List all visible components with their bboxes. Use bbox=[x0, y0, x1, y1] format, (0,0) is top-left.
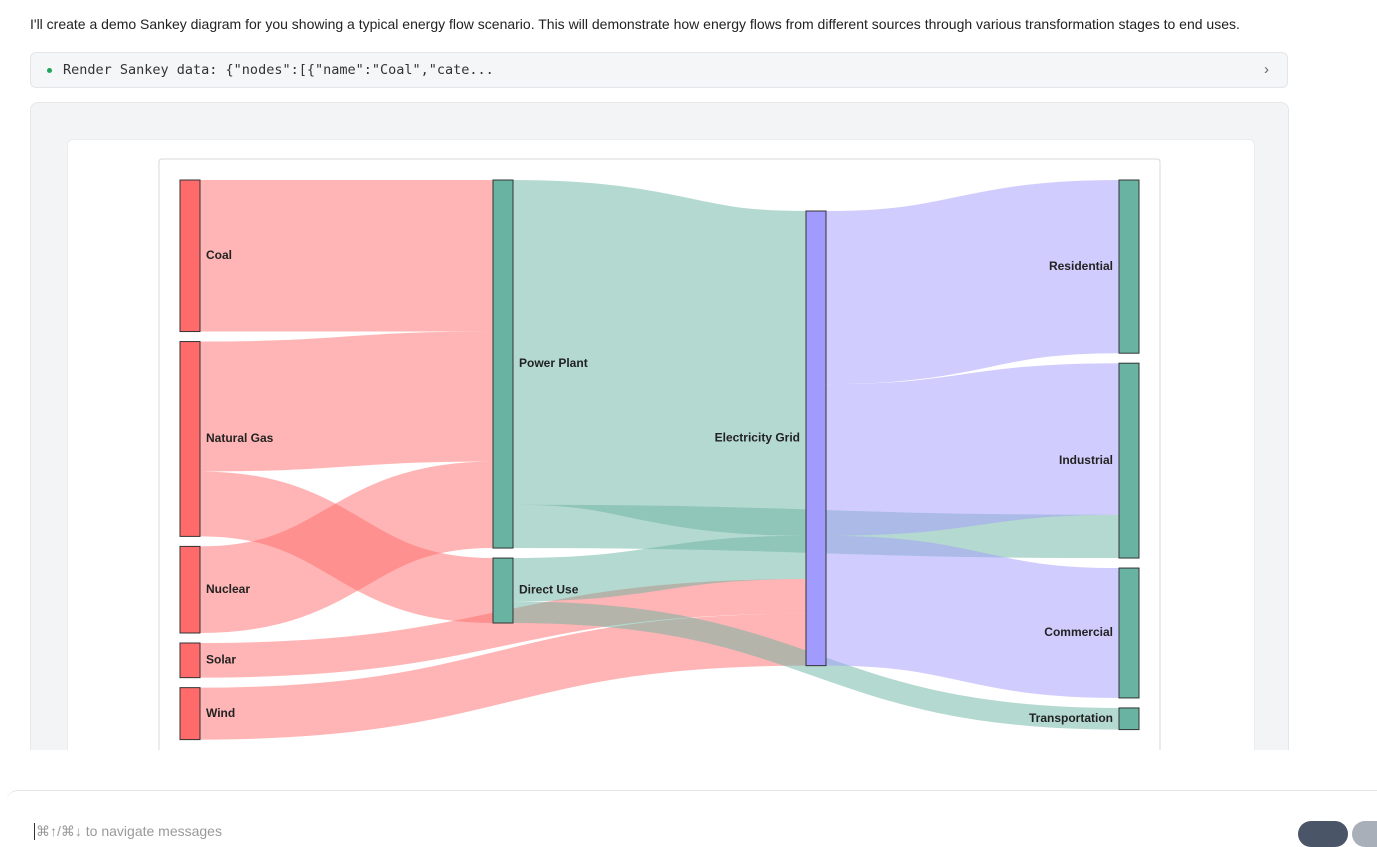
node-label: Direct Use bbox=[519, 583, 579, 597]
node-label: Industrial bbox=[1059, 453, 1113, 467]
link bbox=[199, 613, 807, 740]
node bbox=[1118, 179, 1140, 354]
link bbox=[199, 579, 807, 678]
input-placeholder: ⌘↑/⌘↓ to navigate messages bbox=[34, 823, 222, 840]
node bbox=[179, 545, 201, 634]
node-label: Coal bbox=[206, 248, 232, 262]
tool-call-label: Render Sankey data: {"nodes":[{"name":"C… bbox=[63, 62, 494, 78]
node bbox=[1118, 362, 1140, 559]
node-label: Wind bbox=[206, 706, 235, 720]
expand-chevron[interactable]: › bbox=[1264, 61, 1269, 78]
send-button[interactable] bbox=[1352, 821, 1377, 847]
node-label: Residential bbox=[1049, 259, 1113, 273]
nodes: Coal Natural Gas Nuclear Solar Wind Power Pla… bbox=[179, 179, 1140, 741]
mic-button[interactable] bbox=[1298, 821, 1348, 847]
assistant-message: I'll create a demo Sankey diagram for yo… bbox=[30, 16, 1240, 32]
status-dot bbox=[47, 68, 52, 73]
node bbox=[1118, 707, 1140, 731]
node bbox=[492, 557, 514, 624]
node-label: Natural Gas bbox=[206, 431, 274, 445]
link bbox=[825, 535, 1120, 698]
link bbox=[199, 331, 494, 472]
sankey-chart: Coal Natural Gas Nuclear Solar Wind Power Pla… bbox=[158, 158, 1161, 750]
node-label: Electricity Grid bbox=[715, 430, 800, 444]
link bbox=[825, 363, 1120, 536]
node bbox=[179, 341, 201, 537]
link bbox=[825, 180, 1120, 385]
node-label: Nuclear bbox=[206, 582, 250, 596]
link bbox=[511, 180, 808, 536]
node-label: Commercial bbox=[1044, 625, 1113, 639]
node-label: Solar bbox=[206, 652, 236, 666]
tool-call[interactable]: Render Sankey data: {"nodes":[{"name":"C… bbox=[30, 52, 1288, 88]
link bbox=[512, 535, 807, 602]
node bbox=[805, 210, 827, 667]
node-label: Power Plant bbox=[519, 356, 588, 370]
node-label: Transportation bbox=[1029, 711, 1113, 725]
node bbox=[1118, 567, 1140, 699]
node bbox=[179, 687, 201, 741]
node bbox=[492, 179, 514, 549]
spacer bbox=[0, 750, 1377, 790]
node bbox=[179, 642, 201, 679]
link bbox=[199, 461, 494, 633]
input-bar[interactable]: ⌘↑/⌘↓ to navigate messages bbox=[6, 790, 1377, 847]
node bbox=[179, 179, 201, 333]
